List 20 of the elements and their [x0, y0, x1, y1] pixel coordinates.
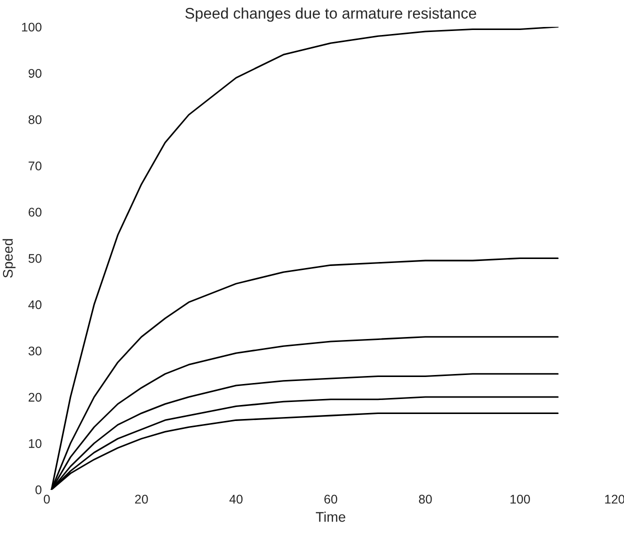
- x-axis-title: Time: [316, 512, 346, 522]
- y-tick-label: 80: [28, 115, 42, 124]
- x-tick-label: 60: [324, 494, 338, 504]
- y-tick-label: 90: [28, 68, 42, 78]
- y-tick-label: 100: [22, 22, 42, 32]
- y-tick-label: 30: [28, 346, 42, 356]
- y-tick-label: 70: [28, 162, 42, 170]
- y-axis-title: Speed: [2, 239, 16, 278]
- y-tick-label: 10: [28, 439, 42, 448]
- x-tick-label: 40: [229, 494, 243, 504]
- y-tick-label: 60: [28, 208, 42, 217]
- x-tick-label: 0: [44, 494, 50, 504]
- y-tick-label: 40: [28, 300, 42, 310]
- x-tick-label: 100: [510, 494, 530, 504]
- x-tick-label: 20: [135, 494, 148, 504]
- y-tick-label: 0: [35, 485, 42, 494]
- chart-title: Speed changes due to armature resistance: [185, 7, 476, 22]
- y-tick-label: 20: [28, 392, 42, 402]
- y-tick-label: 50: [28, 254, 42, 263]
- x-tick-label: 80: [418, 494, 432, 504]
